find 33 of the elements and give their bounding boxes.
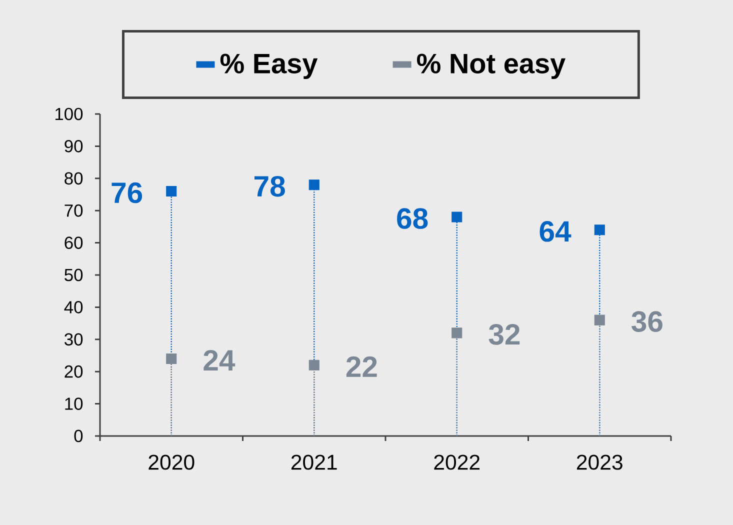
y-tick-label: 90 [64,140,83,152]
data-label: 22 [346,356,377,377]
point [308,360,320,370]
point [166,186,177,197]
legend-label: % Easy [220,54,318,80]
point [166,353,177,364]
point [452,212,462,222]
y-tick-label: 30 [64,333,83,346]
y-tick-label: 10 [65,398,83,410]
x-tick-label: 2020 [148,454,194,470]
data-label: 78 [254,176,285,197]
data-label: 36 [632,311,662,332]
point [452,328,462,338]
data-label: 32 [488,324,520,345]
data-label: 68 [397,208,428,229]
y-tick-label: 70 [64,204,83,217]
x-tick-label: 2022 [434,454,480,470]
x-tick-label: 2021 [291,454,337,470]
point [594,224,605,236]
y-tick-label: 80 [64,172,83,185]
data-label: 24 [204,350,236,370]
data-label: 64 [540,221,572,242]
y-tick-label: 50 [64,268,83,282]
point [308,180,320,190]
x-tick-label: 2023 [576,454,622,470]
y-tick-label: 100 [55,108,83,120]
data-label: 76 [112,182,142,204]
y-tick-label: 0 [74,430,83,442]
legend-label: % Not easy [416,54,566,80]
y-tick-label: 40 [64,301,83,314]
point [594,314,605,326]
y-tick-label: 60 [64,236,83,249]
y-tick-label: 20 [64,365,83,378]
